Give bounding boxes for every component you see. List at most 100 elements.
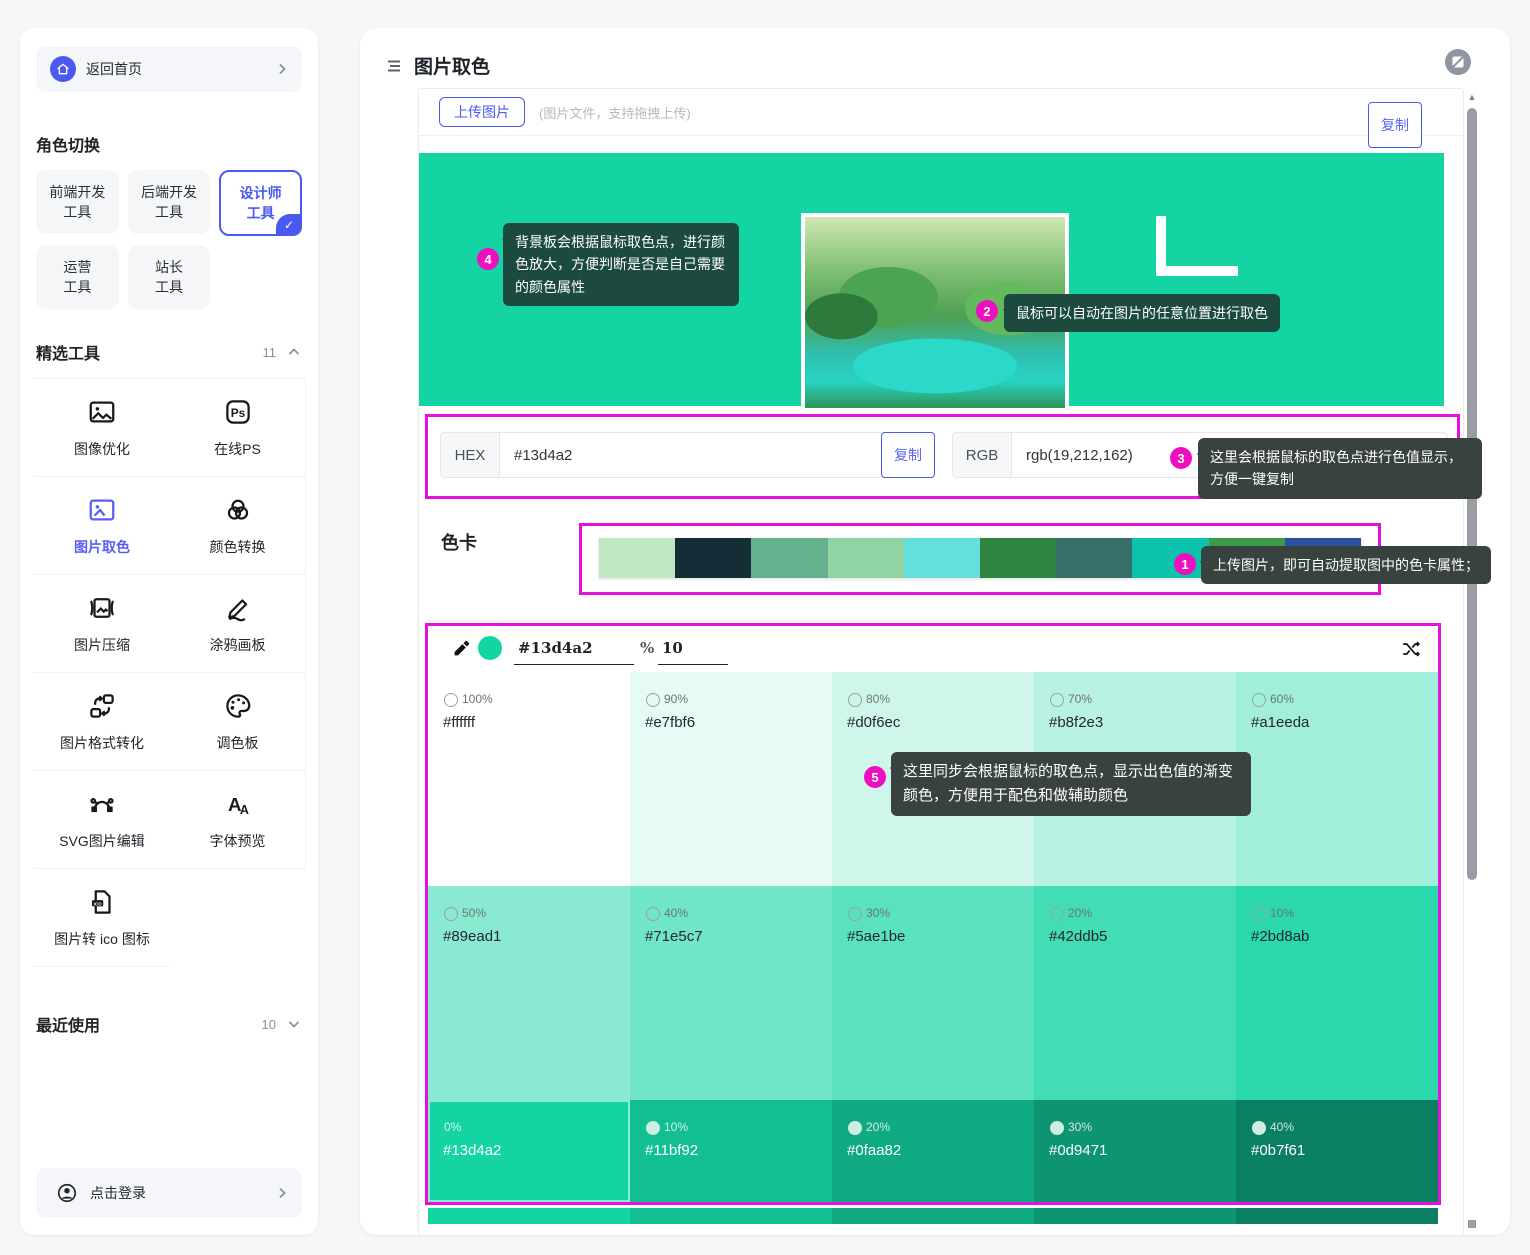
- annotation-pin-3: 3: [1170, 447, 1192, 469]
- percent-label: 30%: [1068, 1120, 1093, 1134]
- home-icon: [50, 56, 76, 82]
- scrollbar-up-arrow[interactable]: ▲: [1467, 92, 1477, 102]
- role-button[interactable]: 前端开发 工具 ✓: [36, 170, 119, 234]
- eyedropper-icon[interactable]: [450, 638, 472, 660]
- annotation-tooltip-1: 上传图片，即可自动提取图中的色卡属性；: [1200, 546, 1491, 585]
- tool-icon: [223, 397, 253, 427]
- tool-label: 图片取色: [74, 538, 130, 555]
- gradient-cell[interactable]: 0% #13d4a2: [428, 1100, 630, 1202]
- tool-item[interactable]: 图片格式转化: [34, 673, 170, 771]
- tool-item[interactable]: 图片取色: [34, 477, 170, 575]
- gradient-cell[interactable]: 60% #a1eeda: [1236, 672, 1438, 886]
- percent-radio[interactable]: [848, 907, 862, 921]
- menu-icon[interactable]: [384, 56, 404, 76]
- featured-tools-header: 精选工具 11: [36, 340, 302, 364]
- theme-contrast-icon[interactable]: [1444, 48, 1472, 76]
- scrollbar-down-arrow[interactable]: [1468, 1220, 1476, 1228]
- percent-radio[interactable]: [1252, 907, 1266, 921]
- annotation-tooltip-4: 背景板会根据鼠标取色点，进行颜色放大，方便判断是否是自己需要的颜色属性: [502, 223, 739, 307]
- palette-swatch[interactable]: [751, 538, 828, 578]
- hex-copy-button[interactable]: 复制: [881, 432, 935, 478]
- tool-item[interactable]: SVG图片编辑: [34, 771, 170, 869]
- gradient-cell[interactable]: 10% #11bf92: [630, 1100, 832, 1202]
- gradient-cell[interactable]: 40% #0b7f61: [1236, 1100, 1438, 1202]
- percent-label: 60%: [1270, 692, 1295, 706]
- role-button[interactable]: 运营 工具 ✓: [36, 245, 119, 309]
- percent-label: 10%: [664, 1120, 689, 1134]
- percent-radio[interactable]: [1252, 693, 1266, 707]
- gradient-panel: % 100% #ffffff 90% #e7fbf6: [425, 623, 1441, 1205]
- palette-swatch[interactable]: [903, 538, 981, 578]
- percent-radio[interactable]: [848, 693, 862, 707]
- gradient-cell[interactable]: 30% #0d9471: [1034, 1100, 1236, 1202]
- percent-radio[interactable]: [646, 1121, 660, 1135]
- tool-label: 在线PS: [214, 440, 261, 457]
- tool-item[interactable]: 调色板: [170, 673, 306, 771]
- percent-radio[interactable]: [1252, 1121, 1266, 1135]
- gradient-cell[interactable]: 30% #5ae1be: [832, 886, 1034, 1100]
- rgb-copy-button[interactable]: 复制: [1368, 102, 1422, 148]
- percent-label: 10%: [1270, 906, 1295, 920]
- role-label-line2: 工具: [63, 204, 92, 220]
- back-home-button[interactable]: 返回首页: [36, 46, 302, 92]
- palette-swatch[interactable]: [827, 538, 904, 578]
- tool-item[interactable]: 字体预览: [170, 771, 306, 869]
- gradient-cell[interactable]: 20% #42ddb5: [1034, 886, 1236, 1100]
- gradient-cell-partial[interactable]: [1034, 1208, 1236, 1224]
- percent-step-input[interactable]: [658, 632, 728, 665]
- percent-radio[interactable]: [1050, 693, 1064, 707]
- gradient-cell[interactable]: 90% #e7fbf6: [630, 672, 832, 886]
- upload-image-button[interactable]: 上传图片: [439, 97, 525, 127]
- tool-icon: [87, 887, 117, 917]
- percent-radio[interactable]: [1050, 907, 1064, 921]
- percent-radio[interactable]: [646, 693, 660, 707]
- percent-radio[interactable]: [444, 693, 458, 707]
- picked-color-dot: [478, 636, 502, 660]
- role-section-title: 角色切换: [36, 138, 101, 155]
- tool-label: 调色板: [216, 734, 259, 751]
- role-button[interactable]: 设计师 工具 ✓: [219, 170, 302, 236]
- gradient-cell[interactable]: 20% #0faa82: [832, 1100, 1034, 1202]
- gradient-cell-partial[interactable]: [1236, 1208, 1438, 1224]
- percent-radio[interactable]: [646, 907, 660, 921]
- role-button[interactable]: 后端开发 工具 ✓: [127, 170, 211, 234]
- percent-radio[interactable]: [1050, 1121, 1064, 1135]
- gradient-cell[interactable]: 10% #2bd8ab: [1236, 886, 1438, 1100]
- palette-swatch[interactable]: [675, 538, 752, 578]
- login-button[interactable]: 点击登录: [36, 1168, 302, 1218]
- percent-radio[interactable]: [848, 1121, 862, 1135]
- gradient-cell[interactable]: 50% #89ead1: [428, 886, 630, 1100]
- role-label-line2: 工具: [63, 279, 92, 295]
- tool-item[interactable]: 图像优化: [34, 379, 170, 477]
- hex-label: #d0f6ec: [847, 714, 901, 731]
- palette-swatch[interactable]: [1132, 538, 1209, 578]
- tool-item[interactable]: 涂鸦画板: [170, 575, 306, 673]
- collapse-chevron-up-icon[interactable]: [286, 344, 302, 360]
- gradient-cell[interactable]: 40% #71e5c7: [630, 886, 832, 1100]
- tool-icon: [87, 789, 117, 819]
- color-preview-canvas[interactable]: 4 背景板会根据鼠标取色点，进行颜色放大，方便判断是否是自己需要的颜色属性 2 …: [419, 153, 1444, 412]
- tool-item[interactable]: 图片压缩: [34, 575, 170, 673]
- percent-radio[interactable]: [444, 907, 458, 921]
- tool-label: 颜色转换: [209, 538, 266, 555]
- shuffle-expand-icon[interactable]: [1400, 638, 1422, 660]
- palette-swatch[interactable]: [599, 538, 676, 578]
- hex-value-input[interactable]: [500, 433, 882, 477]
- gradient-cell-partial[interactable]: [832, 1208, 1034, 1224]
- collapse-chevron-down-icon[interactable]: [286, 1016, 302, 1032]
- gradient-cell-partial[interactable]: [630, 1208, 832, 1224]
- tool-item[interactable]: 图片转 ico 图标: [34, 869, 170, 967]
- palette-swatch[interactable]: [1056, 538, 1133, 578]
- gradient-cell-partial[interactable]: [428, 1208, 630, 1224]
- tool-label: 图片格式转化: [60, 734, 144, 751]
- tool-item[interactable]: 在线PS: [170, 379, 306, 477]
- hex-label: #b8f2e3: [1049, 714, 1104, 731]
- palette-swatch[interactable]: [980, 538, 1057, 578]
- role-button[interactable]: 站长 工具 ✓: [127, 245, 211, 309]
- percent-label: 30%: [866, 906, 891, 920]
- corner-mark: [1156, 216, 1238, 276]
- picked-hex-input[interactable]: [514, 632, 634, 665]
- gradient-cell[interactable]: 100% #ffffff: [428, 672, 630, 886]
- tool-item[interactable]: 颜色转换: [170, 477, 306, 575]
